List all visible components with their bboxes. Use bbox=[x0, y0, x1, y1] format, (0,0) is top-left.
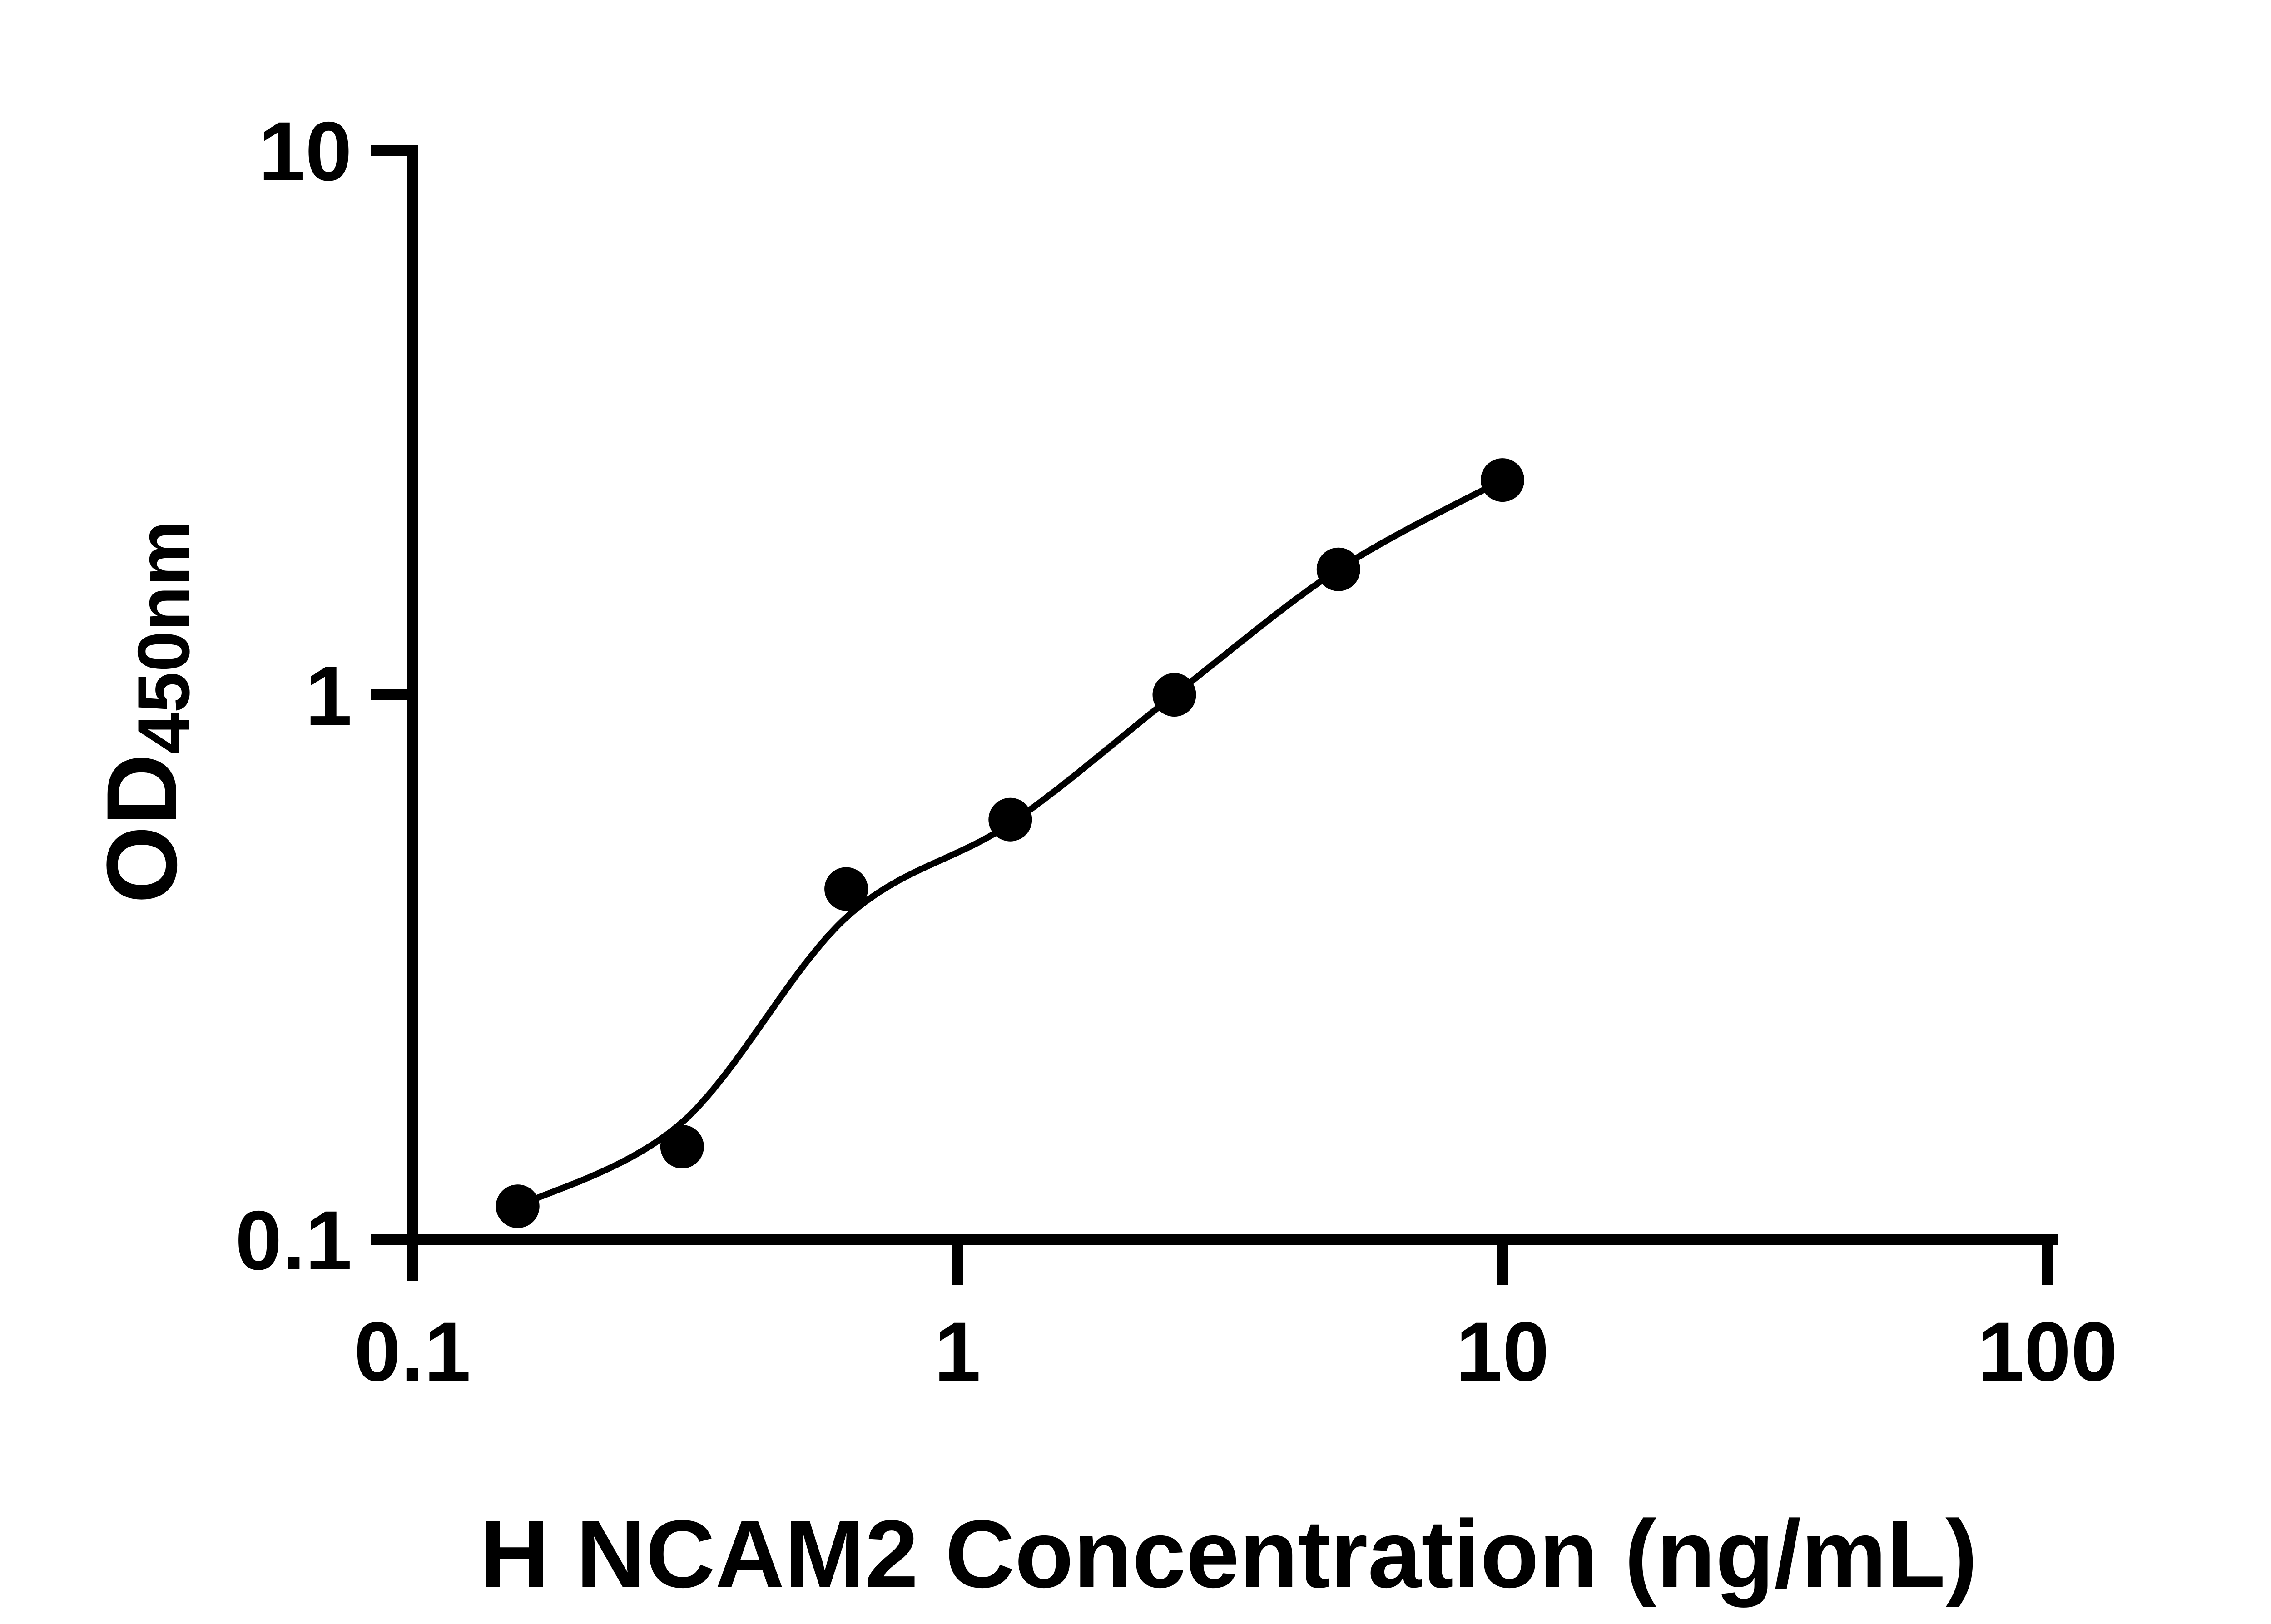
y-tick-label: 10 bbox=[258, 105, 352, 198]
y-axis-title-main: OD bbox=[86, 754, 198, 904]
fit-curve-group bbox=[514, 477, 1506, 1210]
data-points-group bbox=[496, 458, 1524, 1228]
y-tick-label: 0.1 bbox=[235, 1194, 352, 1287]
data-point bbox=[1481, 458, 1524, 502]
data-point bbox=[1152, 673, 1196, 717]
tick-labels: 10 1 0.10.1 1 10 100 bbox=[235, 105, 2118, 1399]
fit-curve bbox=[514, 477, 1506, 1210]
y-axis-title: OD450nm bbox=[86, 520, 205, 903]
data-point bbox=[660, 1124, 704, 1168]
x-tick-label: 0.1 bbox=[354, 1305, 471, 1399]
data-point bbox=[1316, 547, 1360, 591]
axes bbox=[371, 145, 2058, 1281]
x-tick-label: 10 bbox=[1456, 1305, 1549, 1399]
data-point bbox=[496, 1184, 540, 1228]
tick-marks bbox=[371, 145, 2053, 1285]
data-point bbox=[824, 867, 868, 911]
x-tick-label: 100 bbox=[1978, 1305, 2118, 1399]
y-axis-title-subscript: 450nm bbox=[123, 520, 205, 753]
y-tick-label: 1 bbox=[305, 649, 352, 743]
x-axis-title: H NCAM2 Concentration (ng/mL) bbox=[480, 1500, 1978, 1608]
data-point bbox=[988, 797, 1032, 842]
x-tick-label: 1 bbox=[934, 1305, 981, 1399]
